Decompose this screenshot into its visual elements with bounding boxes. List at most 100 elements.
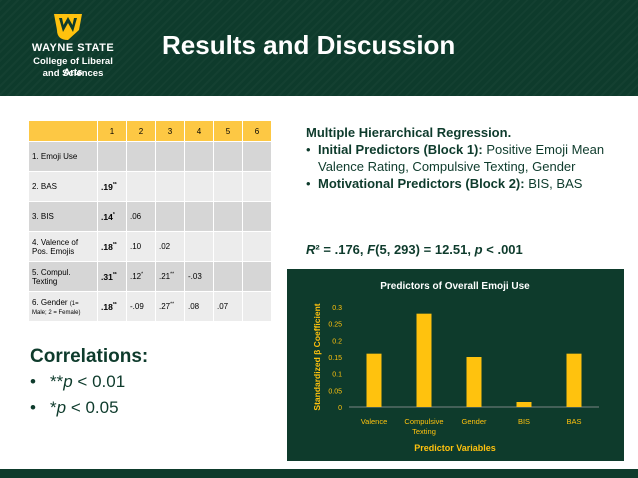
bar — [466, 357, 482, 407]
bullet-heading: Initial Predictors (Block 1): — [318, 142, 483, 157]
table-cell — [184, 141, 214, 172]
cell-value: .27** — [159, 301, 175, 312]
table-row: 3. BIS .14* .06 — [28, 201, 272, 232]
bar — [416, 313, 432, 407]
table-cell — [184, 231, 214, 262]
table-cell: .12* — [126, 261, 156, 292]
cell-value: .19** — [101, 181, 117, 192]
x-tick-label: BIS — [518, 417, 530, 426]
table-cell — [126, 141, 156, 172]
legend-text: **p < 0.01 — [50, 372, 126, 391]
correlation-table: 1 2 3 4 5 6 1. Emoji Use 2. BAS .19** 3.… — [28, 120, 272, 322]
table-cell — [155, 171, 185, 202]
correlation-legend-item: • **p < 0.01 — [30, 372, 125, 392]
table-cell: .02 — [155, 231, 185, 262]
row-label: 6. Gender (1= Male; 2 = Female) — [28, 291, 98, 322]
table-cell — [242, 291, 272, 322]
correlation-legend-item: • *p < 0.05 — [30, 398, 119, 418]
column-header: 3 — [155, 120, 185, 142]
table-cell: .10 — [126, 231, 156, 262]
university-logo: WAYNE STATE College of Liberal Arts and … — [24, 10, 144, 90]
table-cell: .06 — [126, 201, 156, 232]
bullet-text: BIS, BAS — [528, 176, 583, 191]
table-cell: .18** — [97, 231, 127, 262]
bullet-heading: Motivational Predictors (Block 2): — [318, 176, 525, 191]
column-header: 5 — [213, 120, 243, 142]
table-row: 4. Valence of Pos. Emojis .18** .10 .02 — [28, 231, 272, 262]
row-label: 1. Emoji Use — [28, 141, 98, 172]
cell-value: -.03 — [188, 272, 202, 281]
table-cell — [242, 201, 272, 232]
table-cell — [213, 261, 243, 292]
cell-value: -.09 — [130, 302, 144, 311]
table-cell: -.03 — [184, 261, 214, 292]
table-cell: .14* — [97, 201, 127, 232]
table-cell — [126, 171, 156, 202]
table-row: 5. Compul. Texting .31** .12* .21** -.03 — [28, 261, 272, 292]
cell-value: .02 — [159, 242, 171, 251]
table-cell — [155, 141, 185, 172]
y-tick-label: 0.05 — [328, 388, 342, 395]
y-tick-label: 0.3 — [332, 305, 342, 312]
cell-value: .14* — [101, 211, 115, 222]
regression-bullet: • Motivational Predictors (Block 2): BIS,… — [306, 175, 606, 192]
table-cell: -.09 — [126, 291, 156, 322]
column-header: 1 — [97, 120, 127, 142]
x-tick-label: BAS — [566, 417, 581, 426]
table-cell: .21** — [155, 261, 185, 292]
column-header: 6 — [242, 120, 272, 142]
column-header: 2 — [126, 120, 156, 142]
college-name-line2: and Sciences — [42, 68, 104, 79]
row-label: 5. Compul. Texting — [28, 261, 98, 292]
cell-value: .31** — [101, 271, 117, 282]
table-row: 1. Emoji Use — [28, 141, 272, 172]
table-cell — [242, 141, 272, 172]
table-cell: .08 — [184, 291, 214, 322]
cell-value: .18** — [101, 301, 117, 312]
regression-summary: Multiple Hierarchical Regression. • Initi… — [306, 124, 606, 192]
y-axis-label: Standardized β Coefficient — [312, 303, 322, 410]
row-label: 4. Valence of Pos. Emojis — [28, 231, 98, 262]
x-tick-label: Valence — [361, 417, 388, 426]
table-cell — [213, 231, 243, 262]
bullet-icon: • — [30, 372, 36, 391]
column-header: 4 — [184, 120, 214, 142]
bar — [366, 353, 382, 407]
table-cell — [213, 141, 243, 172]
table-cell: .19** — [97, 171, 127, 202]
regression-title: Multiple Hierarchical Regression. — [306, 125, 512, 140]
table-cell: .27** — [155, 291, 185, 322]
table-cell — [184, 201, 214, 232]
table-row: 6. Gender (1= Male; 2 = Female) .18** -.… — [28, 291, 272, 322]
cell-value: .10 — [130, 242, 142, 251]
table-cell — [213, 201, 243, 232]
footer-bar — [0, 469, 638, 478]
shield-w-icon — [54, 14, 82, 40]
correlations-heading: Correlations: — [30, 346, 149, 367]
regression-statistic: R² = .176, F(5, 293) = 12.51, p < .001 — [306, 242, 523, 257]
cell-value: .21** — [159, 271, 175, 282]
y-tick-label: 0.15 — [328, 355, 342, 362]
table-cell — [97, 141, 127, 172]
table-header-row: 1 2 3 4 5 6 — [28, 120, 272, 142]
table-cell — [155, 201, 185, 232]
table-cell: .31** — [97, 261, 127, 292]
table-cell: .18** — [97, 291, 127, 322]
y-tick-label: 0.2 — [332, 338, 342, 345]
bullet-text: Positive Emoji Mean Valence Rating, Comp… — [318, 142, 605, 174]
chart-panel: Predictors of Overall Emoji Use Predictor… — [287, 269, 624, 461]
regression-bullet: • Initial Predictors (Block 1): Positive … — [306, 141, 606, 175]
table-cell — [242, 231, 272, 262]
cell-value: .06 — [130, 212, 142, 221]
bullet-icon: • — [306, 142, 311, 157]
row-label-note: (1= Male; 2 = Female) — [32, 300, 81, 316]
slide-title: Results and Discussion — [162, 30, 456, 60]
table-cell — [184, 171, 214, 202]
x-tick-label: Compulsive — [404, 417, 443, 426]
cell-value: .12* — [130, 271, 144, 282]
bar — [566, 353, 582, 407]
table-cell: .07 — [213, 291, 243, 322]
cell-value: .07 — [217, 302, 229, 311]
bullet-icon: • — [306, 176, 311, 191]
x-axis-label: Predictor Variables — [414, 443, 496, 453]
